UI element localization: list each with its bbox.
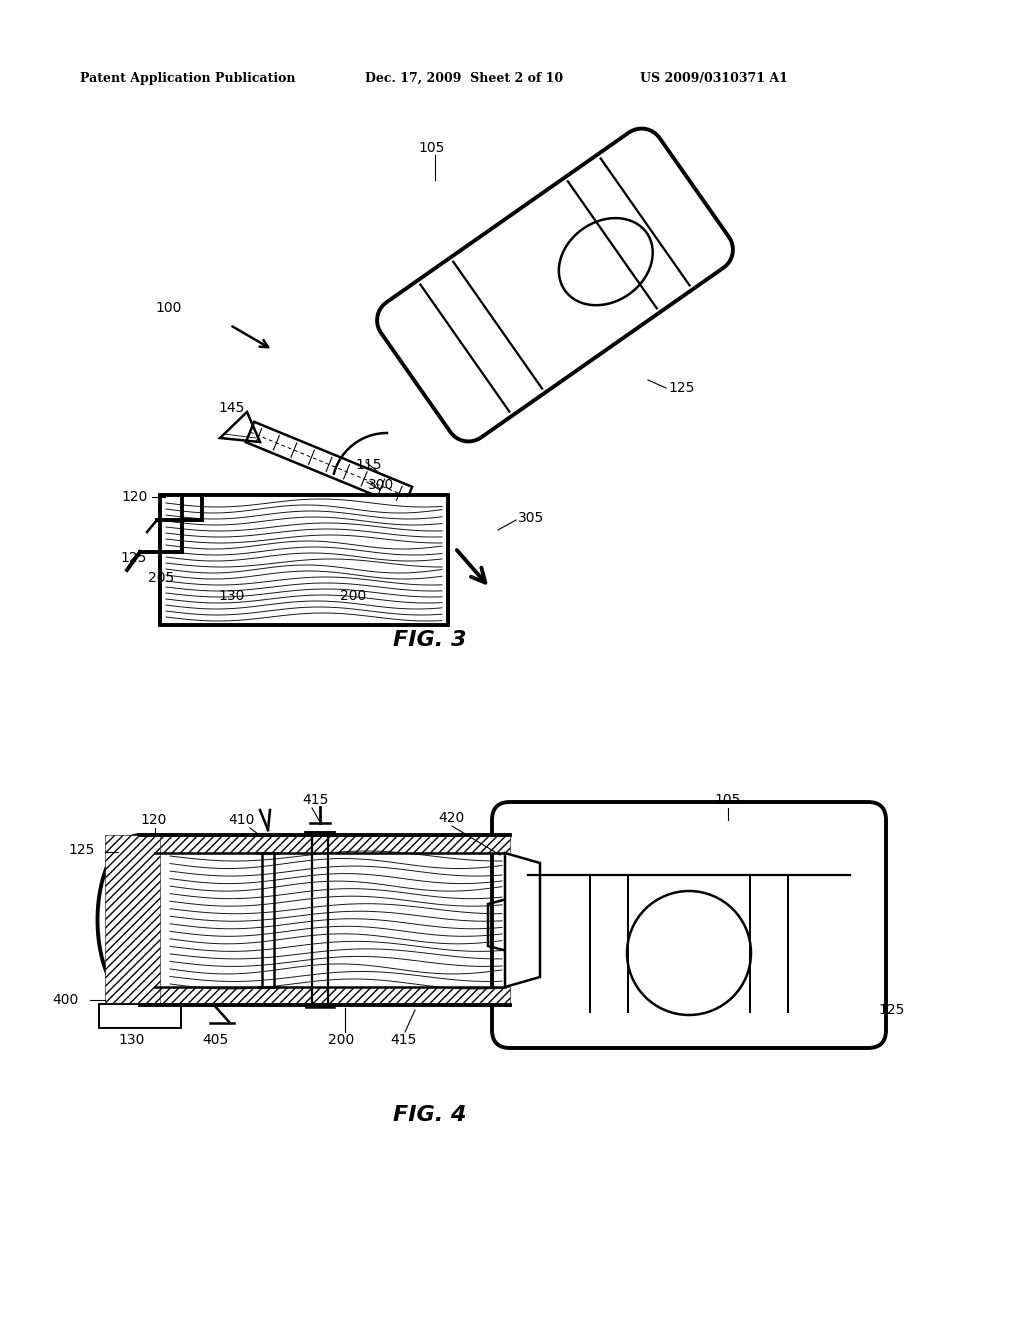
Text: 100: 100 [155,301,181,315]
Text: 415: 415 [302,793,329,807]
Text: 410: 410 [228,813,254,828]
FancyBboxPatch shape [492,803,886,1048]
Bar [100,1005,180,1027]
Text: 130: 130 [118,1034,144,1047]
Text: 415: 415 [390,1034,417,1047]
Text: 400: 400 [52,993,78,1007]
Polygon shape [246,422,413,507]
Text: 125: 125 [120,550,146,565]
Text: Patent Application Publication: Patent Application Publication [80,73,296,84]
Text: 205: 205 [148,572,174,585]
Text: 105: 105 [715,793,741,807]
Bar [155,836,510,853]
Text: FIG. 3: FIG. 3 [393,630,467,649]
Text: Dec. 17, 2009  Sheet 2 of 10: Dec. 17, 2009 Sheet 2 of 10 [365,73,563,84]
Text: 420: 420 [438,810,464,825]
Text: 120: 120 [140,813,166,828]
Text: 125: 125 [668,381,694,395]
Text: 115: 115 [355,458,382,473]
Text: 200: 200 [340,589,367,603]
Bar [105,836,160,1005]
Bar [100,1005,180,1027]
Text: 145: 145 [218,401,245,414]
Text: FIG. 4: FIG. 4 [393,1105,467,1125]
Text: 125: 125 [878,1003,904,1016]
Text: 105: 105 [418,141,444,154]
Text: 405: 405 [202,1034,228,1047]
Bar [155,987,510,1005]
Text: 130: 130 [218,589,245,603]
Polygon shape [505,853,540,987]
Bar [160,495,449,624]
Text: 125: 125 [68,843,94,857]
Text: 305: 305 [518,511,544,525]
Text: 200: 200 [328,1034,354,1047]
Text: US 2009/0310371 A1: US 2009/0310371 A1 [640,73,787,84]
Text: 300: 300 [368,478,394,492]
Text: 120: 120 [122,490,148,504]
